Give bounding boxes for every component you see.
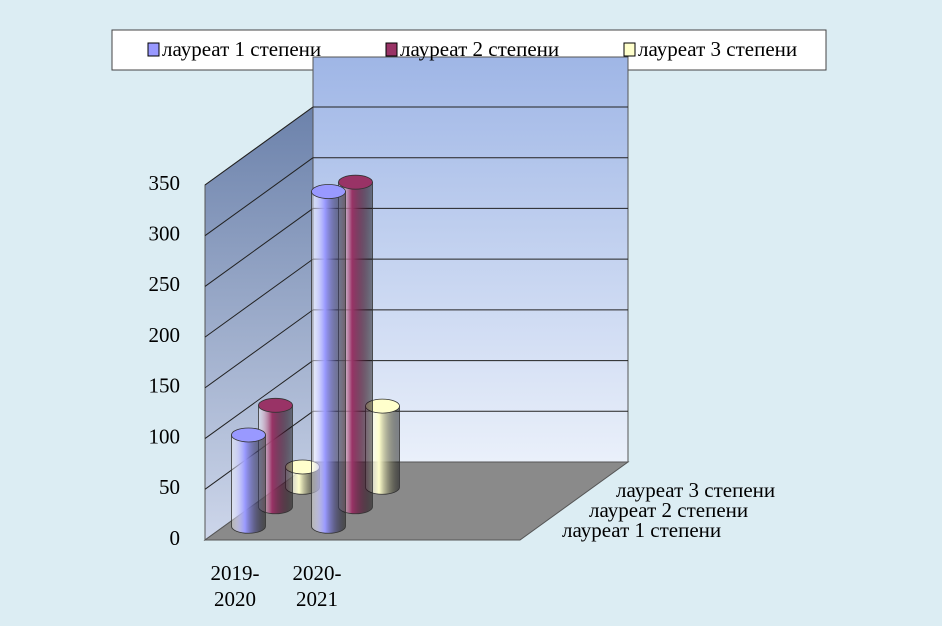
y-tick-label: 50 [159,475,180,499]
depth-label: лауреат 1 степени [562,518,721,542]
y-tick-label: 200 [149,323,181,347]
bar [231,434,266,534]
legend-label: лауреат 1 степени [162,37,321,61]
depth-label: лауреат 2 степени [589,498,748,522]
legend-swatch [147,42,160,57]
bar-top [231,427,266,443]
legend-label: лауреат 2 степени [400,37,559,61]
y-tick-label: 350 [149,171,181,195]
grid-line [204,360,314,439]
grid-line [204,106,314,186]
x-tick-label: 2019-2020 [210,561,260,611]
depth-label: лауреат 3 степени [616,478,775,502]
bar [311,191,346,534]
y-tick-label: 100 [149,424,181,448]
legend-swatch [385,42,398,57]
bar-top [258,397,293,413]
bar-top [338,174,373,190]
legend-label: лауреат 3 степени [638,37,797,61]
y-tick-label: 150 [149,374,181,398]
bar-top [311,184,346,199]
legend-swatch [623,42,636,57]
y-tick-label: 250 [149,272,181,296]
y-tick-label: 300 [149,222,181,246]
grid-line [204,258,314,338]
grid-line [204,208,314,287]
x-tick-label: 2020-2021 [292,561,342,611]
grid-line [204,157,314,237]
grid-line [204,309,314,389]
y-tick-label: 0 [170,526,181,550]
